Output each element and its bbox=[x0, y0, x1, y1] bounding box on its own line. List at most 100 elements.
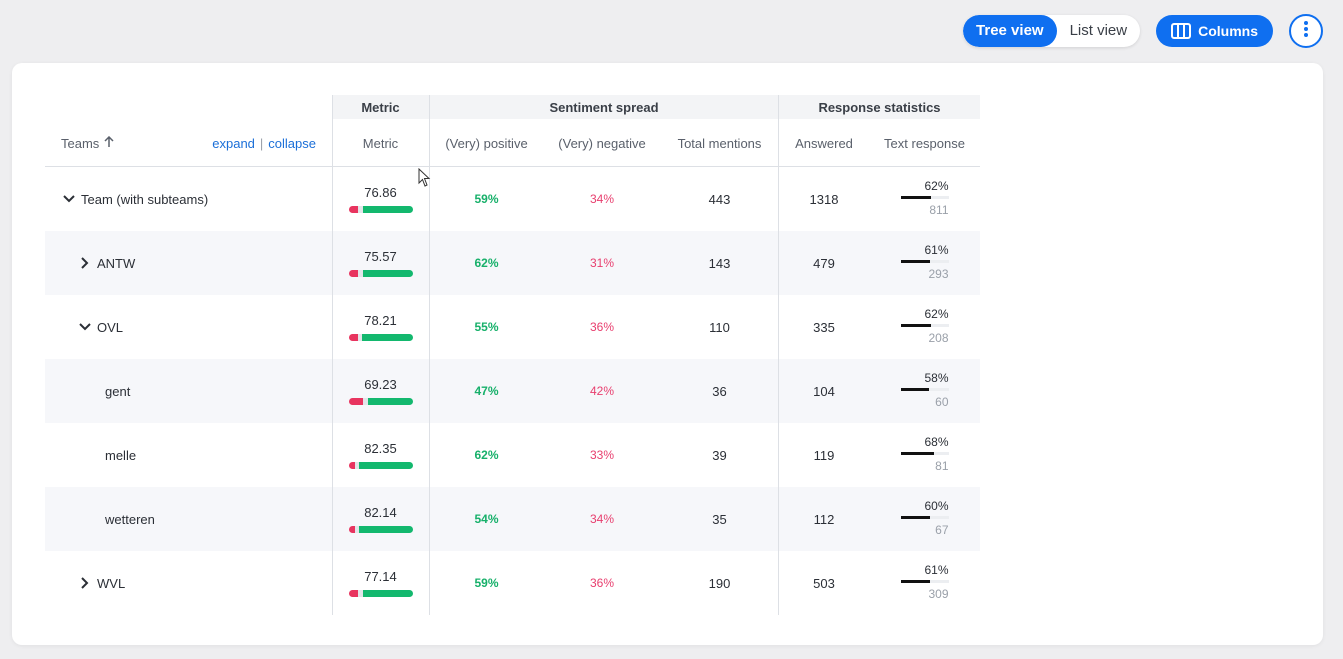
team-name[interactable]: OVL bbox=[97, 319, 124, 335]
metric-value: 69.23 bbox=[364, 377, 397, 392]
text-response-percent: 58% bbox=[924, 371, 949, 385]
answered-cell: 335 bbox=[813, 319, 835, 335]
metric-cell: 75.57 bbox=[332, 231, 429, 295]
list-view-tab[interactable]: List view bbox=[1069, 22, 1128, 39]
positive-header[interactable]: (Very) positive bbox=[445, 135, 528, 151]
answered-header[interactable]: Answered bbox=[795, 135, 853, 151]
text-response-percent: 68% bbox=[924, 435, 949, 449]
table-row[interactable]: ANTW 75.57 62% 31% 143 479 61% 293 bbox=[45, 231, 980, 295]
text-response-count: 811 bbox=[929, 203, 949, 217]
total-mentions-header[interactable]: Total mentions bbox=[677, 135, 762, 151]
negative-cell: 34% bbox=[589, 192, 615, 206]
vertical-ellipsis-icon bbox=[1304, 20, 1308, 42]
metric-value: 75.57 bbox=[364, 249, 397, 264]
metric-bar bbox=[348, 270, 413, 277]
group-sentiment-spread: Sentiment spread bbox=[430, 95, 778, 119]
negative-header[interactable]: (Very) negative bbox=[558, 135, 646, 151]
metric-header[interactable]: Metric bbox=[362, 135, 399, 151]
results-card: Metric Sentiment spread Response statist… bbox=[12, 63, 1323, 645]
text-response-bar bbox=[900, 324, 949, 327]
toolbar: Tree view List view Columns bbox=[963, 14, 1323, 48]
negative-cell: 34% bbox=[589, 512, 615, 526]
metric-bar-negative bbox=[348, 206, 358, 213]
metric-value: 77.14 bbox=[364, 569, 397, 584]
chevron-down-icon[interactable] bbox=[61, 191, 77, 207]
text-response-count: 309 bbox=[928, 587, 949, 601]
chevron-right-icon[interactable] bbox=[77, 255, 93, 271]
metric-cell: 76.86 bbox=[332, 167, 429, 231]
table-row[interactable]: Team (with subteams) 76.86 59% 34% 443 1318 62… bbox=[45, 167, 980, 231]
text-response-widget: 60% 67 bbox=[900, 499, 949, 539]
metric-bar-neutral bbox=[357, 270, 363, 277]
text-response-bar bbox=[900, 388, 949, 391]
expand-link[interactable]: expand bbox=[212, 135, 255, 151]
negative-cell: 31% bbox=[589, 256, 615, 270]
collapse-link[interactable]: collapse bbox=[268, 135, 316, 151]
total-mentions-cell: 143 bbox=[708, 255, 731, 271]
team-name[interactable]: WVL bbox=[97, 575, 126, 591]
metric-bar bbox=[348, 590, 413, 597]
team-cell: wetteren bbox=[105, 487, 332, 551]
columns-button[interactable]: Columns bbox=[1156, 15, 1273, 47]
team-name[interactable]: gent bbox=[105, 383, 131, 399]
column-divider bbox=[778, 95, 779, 615]
text-response-count: 60 bbox=[935, 395, 949, 409]
table-row[interactable]: OVL 78.21 55% 36% 110 335 62% 208 bbox=[45, 295, 980, 359]
view-toggle: Tree view List view bbox=[963, 15, 1141, 47]
tree-view-tab[interactable]: Tree view bbox=[963, 15, 1057, 47]
sort-ascending-icon bbox=[104, 135, 114, 151]
positive-cell: 59% bbox=[474, 576, 499, 590]
text-response-header[interactable]: Text response bbox=[884, 135, 965, 151]
team-cell: ANTW bbox=[77, 231, 332, 295]
chevron-down-icon[interactable] bbox=[77, 319, 93, 335]
text-response-bar-fill bbox=[900, 260, 930, 263]
text-response-bar bbox=[900, 452, 949, 455]
total-mentions-cell: 35 bbox=[712, 511, 727, 527]
text-response-bar-fill bbox=[900, 196, 931, 199]
table-row[interactable]: wetteren 82.14 54% 34% 35 112 60% 67 bbox=[45, 487, 980, 551]
text-response-percent: 62% bbox=[924, 307, 949, 321]
answered-cell: 112 bbox=[813, 511, 835, 527]
text-response-percent: 60% bbox=[924, 499, 949, 513]
link-separator: | bbox=[259, 135, 264, 151]
negative-cell: 36% bbox=[589, 576, 615, 590]
team-name[interactable]: wetteren bbox=[105, 511, 155, 527]
text-response-bar bbox=[900, 260, 949, 263]
team-name[interactable]: melle bbox=[105, 447, 137, 463]
table-row[interactable]: gent 69.23 47% 42% 36 104 58% 60 bbox=[45, 359, 980, 423]
text-response-cell: 58% 60 bbox=[869, 359, 980, 423]
more-options-button[interactable] bbox=[1289, 14, 1323, 48]
team-name[interactable]: ANTW bbox=[97, 255, 136, 271]
table-row[interactable]: WVL 77.14 59% 36% 190 503 61% 309 bbox=[45, 551, 980, 615]
metric-bar-positive bbox=[358, 526, 413, 533]
metric-cell: 77.14 bbox=[332, 551, 429, 615]
metric-bar-negative bbox=[348, 270, 358, 277]
text-response-widget: 61% 293 bbox=[900, 243, 949, 283]
positive-cell: 62% bbox=[474, 256, 499, 270]
text-response-cell: 62% 208 bbox=[869, 295, 980, 359]
metric-cell: 82.35 bbox=[332, 423, 429, 487]
metric-bar bbox=[348, 206, 413, 213]
text-response-count: 67 bbox=[935, 523, 949, 537]
table-row[interactable]: melle 82.35 62% 33% 39 119 68% 81 bbox=[45, 423, 980, 487]
team-cell: Team (with subteams) bbox=[61, 167, 332, 231]
positive-cell: 47% bbox=[474, 384, 499, 398]
negative-cell: 42% bbox=[589, 384, 615, 398]
text-response-bar-fill bbox=[900, 388, 929, 391]
group-response-statistics: Response statistics bbox=[779, 95, 980, 119]
total-mentions-cell: 36 bbox=[712, 383, 727, 399]
positive-cell: 62% bbox=[474, 448, 499, 462]
teams-header[interactable]: Teams expand | collapse bbox=[45, 119, 332, 167]
metric-bar-neutral bbox=[357, 206, 363, 213]
metric-bar bbox=[348, 526, 413, 533]
team-name[interactable]: Team (with subteams) bbox=[81, 191, 209, 207]
answered-cell: 104 bbox=[813, 383, 835, 399]
team-cell: OVL bbox=[77, 295, 332, 359]
answered-cell: 479 bbox=[813, 255, 835, 271]
text-response-cell: 61% 309 bbox=[869, 551, 980, 615]
metric-bar-negative bbox=[348, 526, 355, 533]
chevron-right-icon[interactable] bbox=[77, 575, 93, 591]
text-response-cell: 62% 811 bbox=[869, 167, 980, 231]
text-response-bar-fill bbox=[900, 324, 931, 327]
metric-bar-neutral bbox=[354, 526, 359, 533]
